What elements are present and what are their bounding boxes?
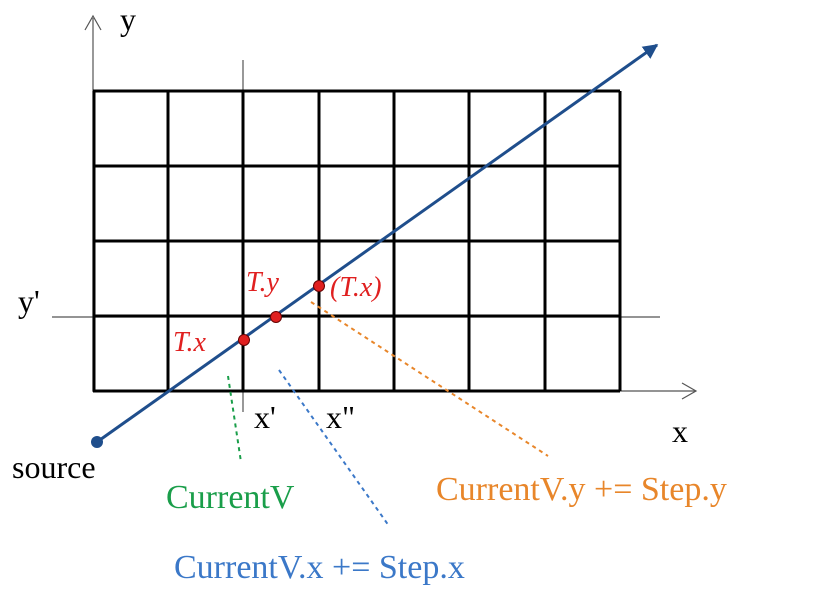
current-v-x-annotation: CurrentV.x += Step.x [174,549,465,586]
tx-paren-label: (T.x) [330,272,382,303]
y-axis-label: y [120,1,136,37]
source-point [91,436,103,448]
current-v-leader [227,375,242,463]
x-axis-label: x [672,413,688,449]
y-prime-label: y' [18,283,40,319]
ray [96,43,659,444]
x-prime-label: x' [254,399,276,435]
ty-label: T.y [246,267,279,298]
tx-point [238,334,250,346]
ty-point [270,311,282,323]
y-axis-arrow-icon [84,14,102,31]
tx-paren-point [313,280,325,292]
source-label: source [12,449,96,485]
current-v-y-annotation: CurrentV.y += Step.y [436,471,727,508]
current-v-annotation: CurrentV [166,479,295,516]
tx-label: T.x [173,327,206,358]
x-double-prime-label: x" [326,399,355,435]
x-axis-arrow-icon [681,382,698,400]
current-v-x-leader [278,369,390,527]
current-v-y-leader [310,301,549,457]
